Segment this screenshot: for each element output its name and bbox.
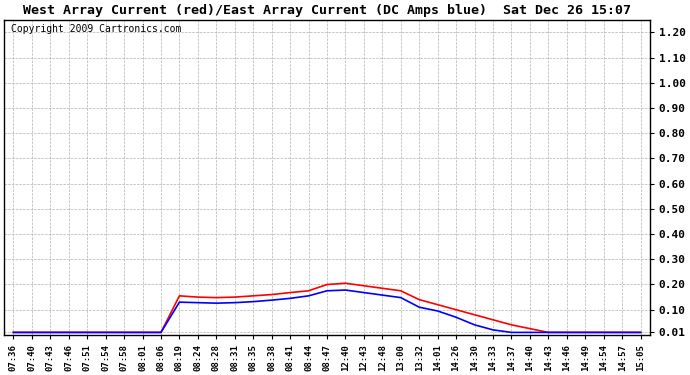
- Title: West Array Current (red)/East Array Current (DC Amps blue)  Sat Dec 26 15:07: West Array Current (red)/East Array Curr…: [23, 4, 631, 17]
- Text: Copyright 2009 Cartronics.com: Copyright 2009 Cartronics.com: [10, 24, 181, 34]
